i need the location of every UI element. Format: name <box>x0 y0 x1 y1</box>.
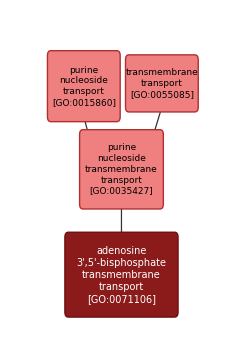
Text: purine
nucleoside
transmembrane
transport
[GO:0035427]: purine nucleoside transmembrane transpor… <box>85 143 158 195</box>
FancyBboxPatch shape <box>47 51 120 122</box>
Text: transmembrane
transport
[GO:0055085]: transmembrane transport [GO:0055085] <box>126 68 198 99</box>
FancyBboxPatch shape <box>80 130 163 209</box>
FancyBboxPatch shape <box>126 55 198 112</box>
Text: adenosine
3',5'-bisphosphate
transmembrane
transport
[GO:0071106]: adenosine 3',5'-bisphosphate transmembra… <box>77 246 166 304</box>
Text: purine
nucleoside
transport
[GO:0015860]: purine nucleoside transport [GO:0015860] <box>52 66 116 107</box>
FancyBboxPatch shape <box>65 232 178 317</box>
